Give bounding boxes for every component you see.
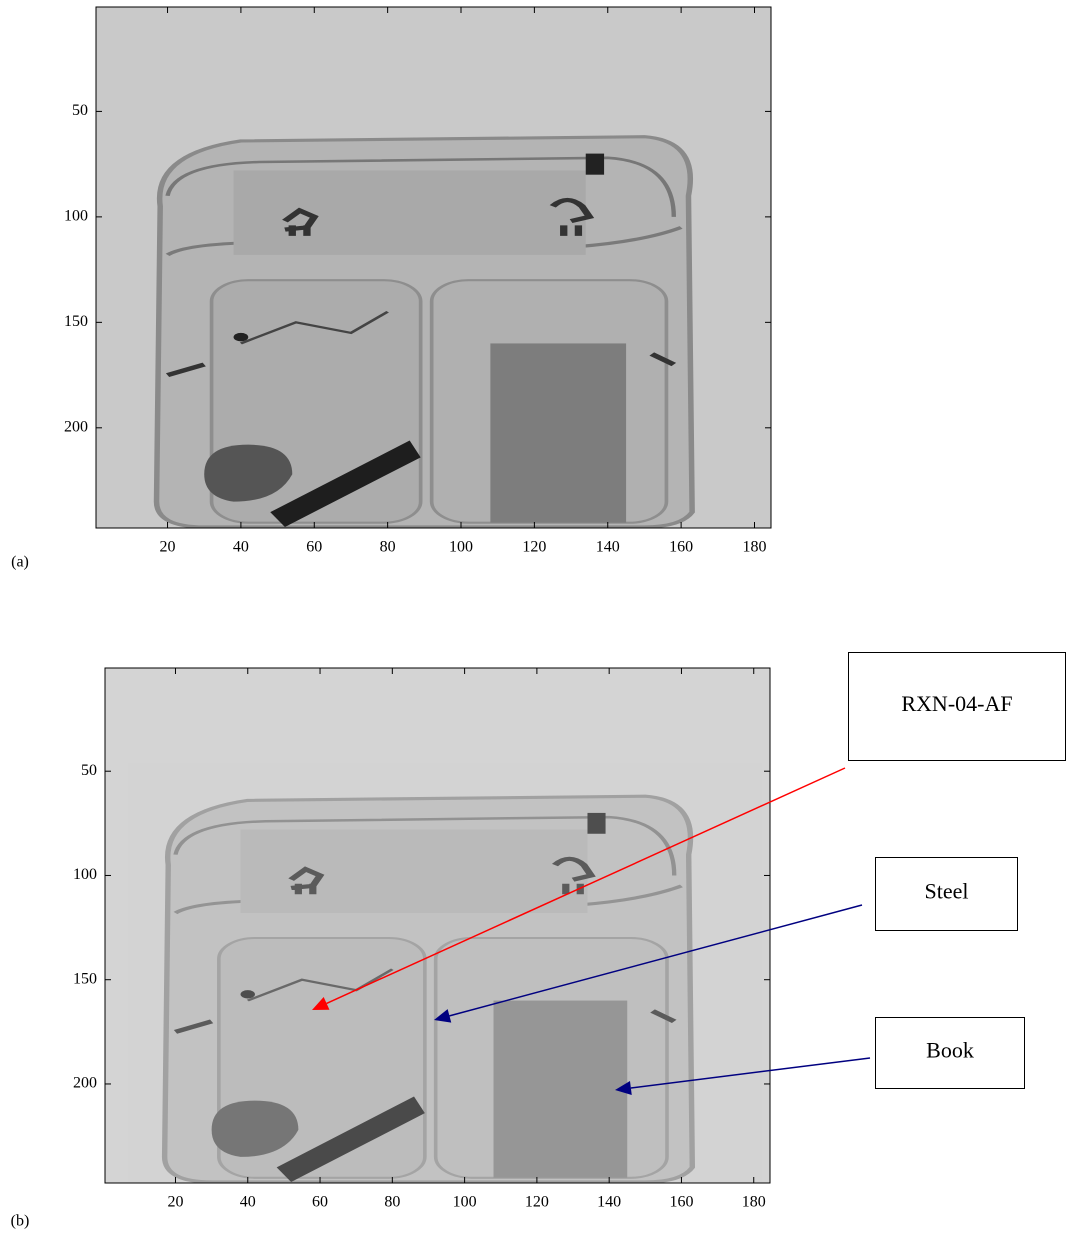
y-tick-label: 50 xyxy=(72,102,88,119)
xray-image xyxy=(96,7,771,528)
x-tick-label: 40 xyxy=(233,539,249,556)
x-tick-label: 140 xyxy=(596,539,620,556)
x-tick-label: 180 xyxy=(742,1194,766,1211)
xray-image xyxy=(105,668,770,1183)
x-tick-label: 20 xyxy=(160,539,176,556)
x-tick-label: 20 xyxy=(167,1194,183,1211)
y-tick-label: 150 xyxy=(73,970,97,987)
y-tick-label: 100 xyxy=(73,866,97,883)
x-tick-label: 40 xyxy=(240,1194,256,1211)
figure: 20 40 60 80 100 120 140 160 180 50 100 150 200 (a) 20 4… xyxy=(0,0,1066,1236)
x-tick-label: 60 xyxy=(306,539,322,556)
baggage-scan xyxy=(105,668,770,1183)
y-tick-label: 200 xyxy=(64,418,88,435)
x-tick-label: 80 xyxy=(384,1194,400,1211)
x-tick-label: 140 xyxy=(597,1194,621,1211)
x-tick-label: 160 xyxy=(669,1194,693,1211)
y-tick-label: 200 xyxy=(73,1075,97,1092)
x-tick-label: 120 xyxy=(522,539,546,556)
y-tick-label: 100 xyxy=(64,208,88,225)
panel-label: (b) xyxy=(11,1213,30,1230)
y-tick-label: 50 xyxy=(81,762,97,779)
x-tick-label: 100 xyxy=(453,1194,477,1211)
x-tick-label: 180 xyxy=(742,539,766,556)
annotation-label: Book xyxy=(926,1038,974,1063)
x-tick-label: 80 xyxy=(380,539,396,556)
panel-label: (a) xyxy=(11,554,29,571)
x-tick-label: 120 xyxy=(525,1194,549,1211)
annotation-label: Steel xyxy=(925,879,969,904)
y-tick-label: 150 xyxy=(64,313,88,330)
baggage-scan xyxy=(96,7,771,528)
x-tick-label: 60 xyxy=(312,1194,328,1211)
annotation-label: RXN-04-AF xyxy=(901,691,1012,716)
x-tick-label: 100 xyxy=(449,539,473,556)
x-tick-label: 160 xyxy=(669,539,693,556)
